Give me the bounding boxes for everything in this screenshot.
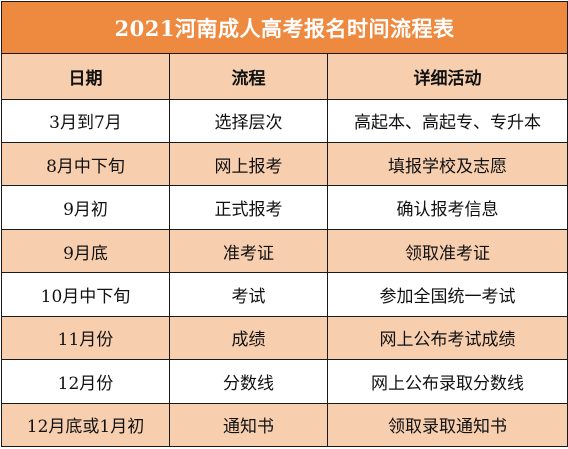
row-date: 11月份 — [1, 315, 170, 361]
row-process: 选择层次 — [169, 98, 328, 144]
table-row: 11月份 成绩 网上公布考试成绩 — [1, 315, 568, 361]
row-details: 领取录取通知书 — [326, 402, 568, 448]
row-details: 网上公布考试成绩 — [326, 315, 568, 361]
row-details: 填报学校及志愿 — [326, 142, 568, 187]
row-process: 正式报考 — [169, 185, 328, 230]
row-process: 网上报考 — [169, 142, 328, 187]
table-title: 2021河南成人高考报名时间流程表 — [0, 0, 568, 55]
row-date: 9月初 — [1, 185, 170, 230]
row-details: 确认报考信息 — [326, 185, 568, 230]
table-row: 9月底 准考证 领取准考证 — [1, 228, 568, 274]
header-date: 日期 — [1, 53, 170, 100]
row-date: 12月份 — [1, 359, 170, 404]
row-process: 通知书 — [169, 402, 328, 448]
table-row: 10月中下旬 考试 参加全国统一考试 — [1, 272, 568, 317]
row-date: 3月到7月 — [1, 98, 170, 144]
row-process: 成绩 — [169, 315, 328, 361]
table-row: 8月中下旬 网上报考 填报学校及志愿 — [1, 142, 568, 187]
row-details: 领取准考证 — [326, 228, 568, 274]
header-row: 日期 流程 详细活动 — [1, 53, 568, 100]
table-row: 9月初 正式报考 确认报考信息 — [1, 185, 568, 230]
row-process: 准考证 — [169, 228, 328, 274]
row-date: 10月中下旬 — [1, 272, 170, 317]
header-process: 流程 — [169, 53, 328, 100]
table-row: 12月份 分数线 网上公布录取分数线 — [1, 359, 568, 404]
row-date: 8月中下旬 — [1, 142, 170, 187]
title-row: 2021河南成人高考报名时间流程表 — [0, 0, 568, 55]
row-date: 9月底 — [1, 228, 170, 274]
row-process: 考试 — [169, 272, 328, 317]
table-row: 3月到7月 选择层次 高起本、高起专、专升本 — [1, 98, 568, 144]
row-date: 12月底或1月初 — [1, 402, 170, 448]
row-details: 网上公布录取分数线 — [326, 359, 568, 404]
table-row: 12月底或1月初 通知书 领取录取通知书 — [1, 402, 568, 448]
row-details: 高起本、高起专、专升本 — [326, 98, 568, 144]
row-process: 分数线 — [169, 359, 328, 404]
row-details: 参加全国统一考试 — [326, 272, 568, 317]
header-details: 详细活动 — [326, 53, 568, 100]
